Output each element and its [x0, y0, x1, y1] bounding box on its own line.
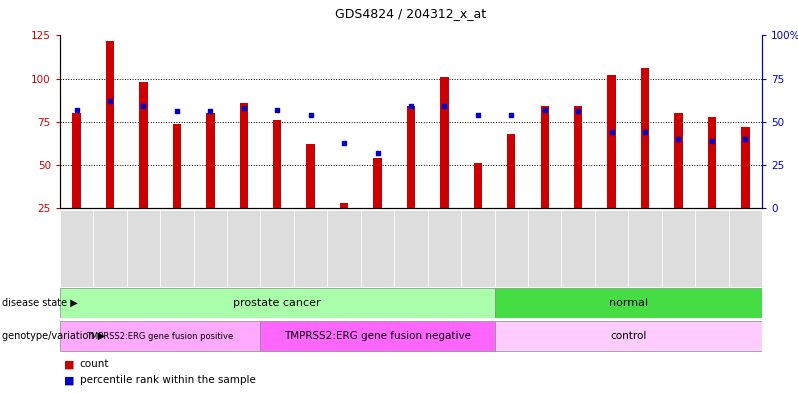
Text: percentile rank within the sample: percentile rank within the sample [80, 375, 255, 385]
Bar [495, 210, 528, 287]
Bar [273, 120, 282, 208]
Bar [540, 106, 549, 208]
Bar [60, 288, 495, 318]
Bar [440, 77, 448, 208]
Bar [574, 106, 583, 208]
Bar [140, 82, 148, 208]
Bar [507, 134, 516, 208]
Point [70, 107, 83, 113]
Point [438, 103, 451, 109]
Bar [729, 210, 762, 287]
Point [405, 103, 417, 109]
Bar [206, 113, 215, 208]
Point [237, 105, 250, 111]
Point [739, 136, 752, 142]
Bar [662, 210, 695, 287]
Point [638, 129, 651, 135]
Point [304, 112, 317, 118]
Bar [106, 40, 114, 208]
Point [204, 108, 217, 115]
Bar [160, 210, 194, 287]
Bar [260, 210, 294, 287]
Text: TMPRSS2:ERG gene fusion positive: TMPRSS2:ERG gene fusion positive [86, 332, 234, 340]
Point [338, 140, 350, 146]
Bar [595, 210, 628, 287]
Bar [708, 117, 716, 208]
Text: ■: ■ [64, 359, 74, 369]
Bar [474, 163, 482, 208]
Text: count: count [80, 359, 109, 369]
Bar [227, 210, 260, 287]
Point [572, 108, 585, 115]
Bar [628, 210, 662, 287]
Bar [495, 321, 762, 351]
Text: ■: ■ [64, 375, 74, 385]
Text: control: control [610, 331, 646, 341]
Bar [562, 210, 595, 287]
Point [271, 107, 283, 113]
Point [505, 112, 518, 118]
Bar [394, 210, 428, 287]
Point [539, 107, 551, 113]
Bar [607, 75, 616, 208]
Text: normal: normal [609, 298, 648, 308]
Bar [695, 210, 729, 287]
Bar [239, 103, 248, 208]
Bar [674, 113, 682, 208]
Text: prostate cancer: prostate cancer [233, 298, 321, 308]
Bar [528, 210, 562, 287]
Bar [361, 210, 394, 287]
Bar [60, 210, 93, 287]
Point [672, 136, 685, 142]
Bar [327, 210, 361, 287]
Bar [93, 210, 127, 287]
Point [171, 108, 184, 115]
Bar [641, 68, 650, 208]
Point [137, 103, 150, 109]
Point [605, 129, 618, 135]
Text: disease state ▶: disease state ▶ [2, 298, 77, 308]
Bar [194, 210, 227, 287]
Bar [172, 123, 181, 208]
Bar [495, 288, 762, 318]
Bar [373, 158, 381, 208]
Bar [428, 210, 461, 287]
Text: genotype/variation ▶: genotype/variation ▶ [2, 331, 105, 341]
Bar [294, 210, 327, 287]
Bar [260, 321, 495, 351]
Bar [127, 210, 160, 287]
Bar [407, 106, 415, 208]
Bar [461, 210, 495, 287]
Point [371, 150, 384, 156]
Bar [306, 144, 315, 208]
Bar [60, 321, 260, 351]
Text: GDS4824 / 204312_x_at: GDS4824 / 204312_x_at [335, 7, 487, 20]
Point [705, 138, 718, 144]
Bar [741, 127, 749, 208]
Bar [340, 203, 348, 208]
Text: TMPRSS2:ERG gene fusion negative: TMPRSS2:ERG gene fusion negative [284, 331, 471, 341]
Point [104, 98, 117, 104]
Bar [73, 113, 81, 208]
Point [472, 112, 484, 118]
